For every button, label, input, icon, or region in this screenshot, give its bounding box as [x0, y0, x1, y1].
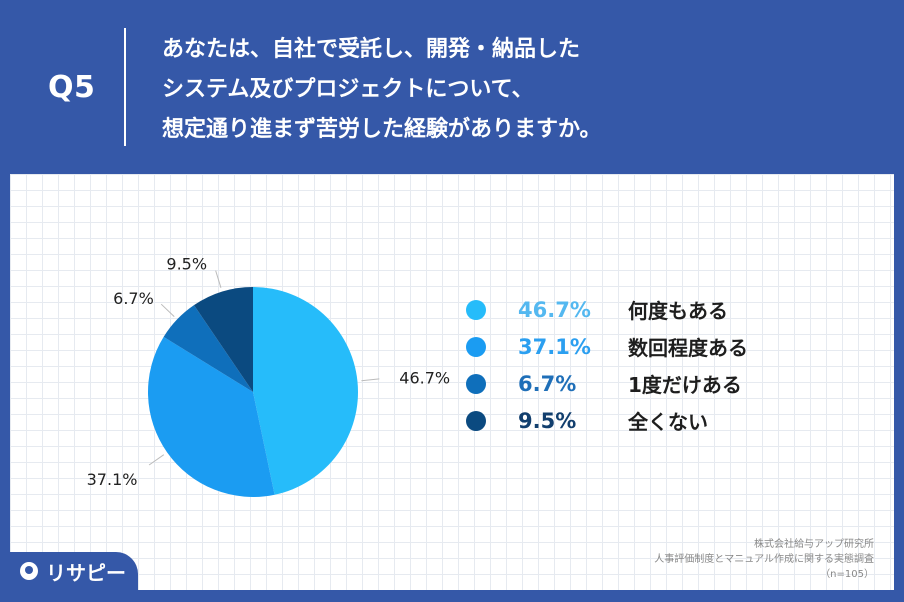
- pie-slice: [253, 287, 359, 495]
- pin-icon: [20, 562, 38, 580]
- leader-line: [148, 454, 165, 466]
- source-line: 人事評価制度とマニュアル作成に関する実態調査: [654, 554, 874, 565]
- question-line-1: あなたは、自社で受託し、開発・納品した: [162, 37, 581, 62]
- question-number: Q5: [48, 70, 96, 105]
- legend-dot: [466, 373, 486, 394]
- source-line: （n=105）: [820, 569, 874, 580]
- leader-line: [215, 270, 222, 288]
- legend-item: 9.5% 全くない: [466, 402, 748, 439]
- legend-percent: 37.1%: [518, 334, 591, 359]
- question-line-3: 想定通り進まず苦労した経験がありますか。: [162, 117, 602, 142]
- legend-percent: 9.5%: [518, 408, 577, 433]
- header-divider: [124, 28, 126, 146]
- chart-legend: 46.7% 何度もある 37.1% 数回程度ある 6.7% 1度だけある 9.5…: [466, 291, 748, 439]
- legend-dot: [466, 299, 486, 320]
- legend-label: 1度だけある: [628, 373, 742, 397]
- slice-value-label: 37.1%: [87, 470, 138, 489]
- slice-value-label: 46.7%: [399, 369, 450, 388]
- question-line-2: システム及びプロジェクトについて、: [162, 77, 534, 102]
- pie-chart: 46.7% 37.1% 6.7% 9.5%: [87, 255, 450, 498]
- legend-percent: 6.7%: [518, 371, 577, 396]
- leader-line: [160, 303, 175, 318]
- pie-slice: [147, 336, 275, 498]
- legend-item: 37.1% 数回程度ある: [466, 328, 748, 365]
- chart-panel: 46.7% 37.1% 6.7% 9.5% 46.7% 何度もある 37.1% 数回程…: [10, 174, 894, 590]
- source-note: 株式会社給与アップ研究所 人事評価制度とマニュアル作成に関する実態調査 （n=1…: [654, 537, 874, 582]
- legend-item: 6.7% 1度だけある: [466, 365, 748, 402]
- legend-dot: [466, 336, 486, 357]
- legend-label: 数回程度ある: [628, 336, 748, 360]
- legend-label: 全くない: [628, 410, 708, 434]
- question-header: Q5 あなたは、自社で受託し、開発・納品した システム及びプロジェクトについて、…: [0, 0, 904, 172]
- legend-dot: [466, 410, 486, 431]
- pie-slice: [193, 287, 253, 392]
- pie-slice: [163, 305, 253, 392]
- legend-percent: 46.7%: [518, 297, 591, 322]
- source-line: 株式会社給与アップ研究所: [754, 539, 874, 550]
- slice-value-label: 9.5%: [166, 255, 207, 274]
- legend-label: 何度もある: [628, 299, 728, 323]
- logo-text: リサピー: [46, 560, 126, 585]
- legend-item: 46.7% 何度もある: [466, 291, 748, 328]
- question-text: あなたは、自社で受託し、開発・納品した システム及びプロジェクトについて、 想定…: [162, 30, 862, 150]
- slice-value-label: 6.7%: [113, 289, 154, 308]
- brand-logo: リサピー: [10, 552, 138, 590]
- leader-line: [361, 378, 380, 382]
